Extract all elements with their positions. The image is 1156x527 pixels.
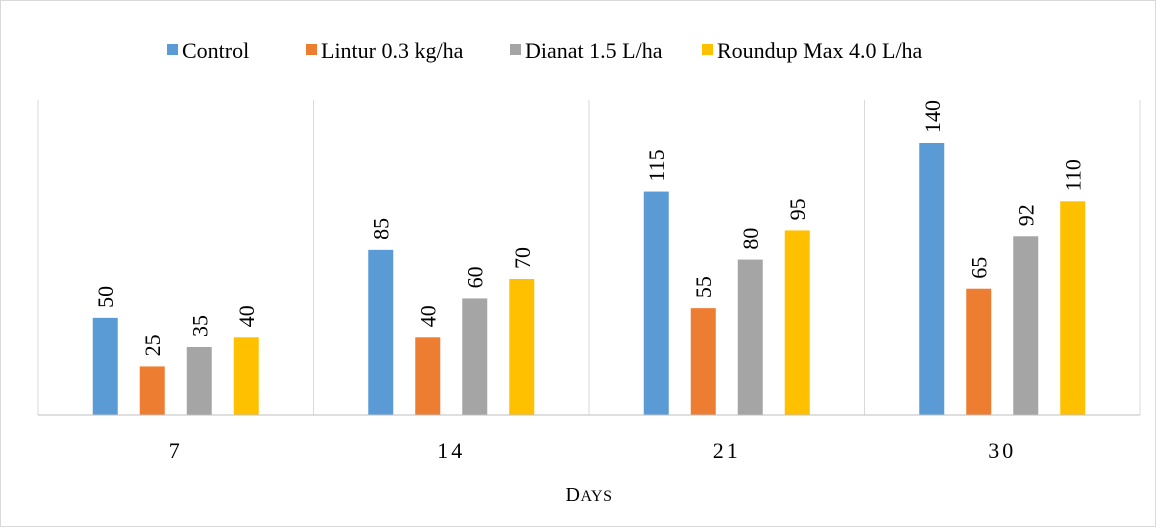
legend-label: Lintur 0.3 kg/ha [321,38,464,63]
bar [690,308,716,415]
legend-item: Lintur 0.3 kg/ha [306,38,464,63]
data-label: 92 [1014,204,1039,226]
x-tick-label: 14 [437,438,465,463]
x-tick-labels: 7 14 21 30 [169,438,1016,463]
data-label: 50 [93,286,118,308]
legend-label: Roundup Max 4.0 L/ha [717,38,923,63]
data-label: 40 [416,305,441,327]
data-label: 95 [785,198,810,220]
x-axis-title: DAYS [566,484,613,506]
legend-item: Roundup Max 4.0 L/ha [702,38,923,63]
bar [784,230,810,415]
legend: Control Lintur 0.3 kg/ha Dianat 1.5 L/ha Ro… [167,38,923,63]
data-label: 40 [234,305,259,327]
bar [966,288,992,415]
category-gridlines [37,100,1141,415]
legend-label: Dianat 1.5 L/ha [525,38,663,63]
legend-label: Control [182,38,249,63]
legend-item: Dianat 1.5 L/ha [510,38,663,63]
data-label: 140 [920,100,945,133]
x-tick-label: 7 [169,438,183,463]
bar [1060,201,1086,415]
data-label: 110 [1061,159,1086,191]
bars [92,143,1086,415]
data-label: 60 [463,266,488,288]
data-label: 25 [140,334,165,356]
legend-swatch [510,44,521,55]
data-label: 85 [369,218,394,240]
bar [186,347,212,415]
bar [643,191,669,415]
data-label: 70 [510,247,535,269]
bar [462,298,488,415]
bar [233,337,259,415]
bar [1013,236,1039,415]
data-label: 80 [738,228,763,250]
x-tick-label: 30 [988,438,1016,463]
legend-swatch [306,44,317,55]
data-label: 55 [691,276,716,298]
data-label: 35 [187,315,212,337]
bar [919,143,945,415]
data-labels: 50 85 115 140 25 40 55 65 35 60 80 92 40 70 95 110 [93,100,1086,356]
data-label: 65 [967,257,992,279]
bar [509,279,535,415]
bar [139,366,165,415]
bar [415,337,441,415]
bar [92,317,118,415]
legend-swatch [167,44,178,55]
legend-item: Control [167,38,249,63]
bar [368,249,394,415]
legend-swatch [702,44,713,55]
bar [737,259,763,415]
data-label: 115 [644,149,669,181]
x-tick-label: 21 [713,438,741,463]
